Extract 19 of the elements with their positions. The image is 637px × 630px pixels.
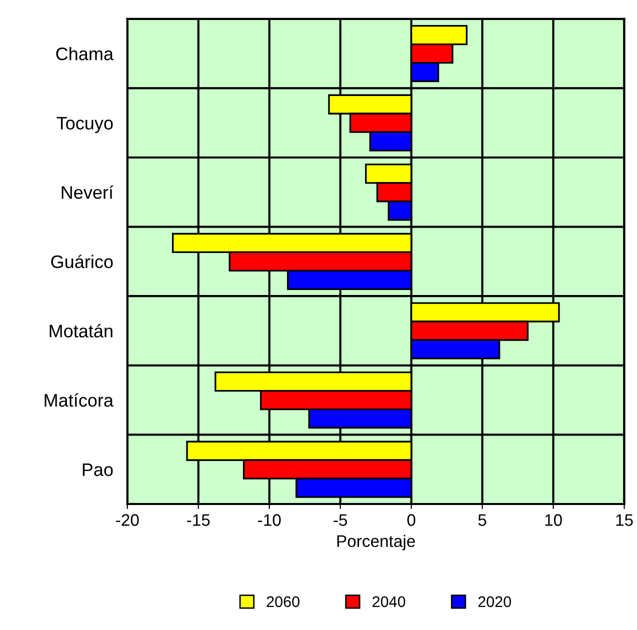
x-tick-label: -10 bbox=[258, 514, 281, 526]
legend-label: 2060 bbox=[266, 596, 300, 608]
x-tick-label: -20 bbox=[116, 514, 139, 526]
x-axis-title: Porcentaje bbox=[337, 534, 415, 550]
x-tick-label: 10 bbox=[545, 514, 562, 526]
x-tick-label: 15 bbox=[616, 514, 633, 526]
y-tick-label: Matícora bbox=[44, 393, 114, 407]
y-tick-label: Chama bbox=[56, 47, 114, 60]
legend-label: 2020 bbox=[478, 596, 512, 608]
x-tick-label: 5 bbox=[478, 514, 486, 526]
x-tick-label: -5 bbox=[334, 514, 348, 526]
y-tick-label: Tocuyo bbox=[56, 116, 113, 134]
y-tick-label: Guárico bbox=[51, 254, 113, 268]
x-tick-label: 0 bbox=[407, 514, 416, 526]
legend-label: 2040 bbox=[372, 596, 406, 608]
y-tick-label: Neverí bbox=[62, 185, 114, 199]
y-tick-label: Pao bbox=[82, 463, 113, 476]
y-tick-label: Motatán bbox=[50, 324, 112, 338]
x-tick-label: -15 bbox=[187, 514, 210, 526]
